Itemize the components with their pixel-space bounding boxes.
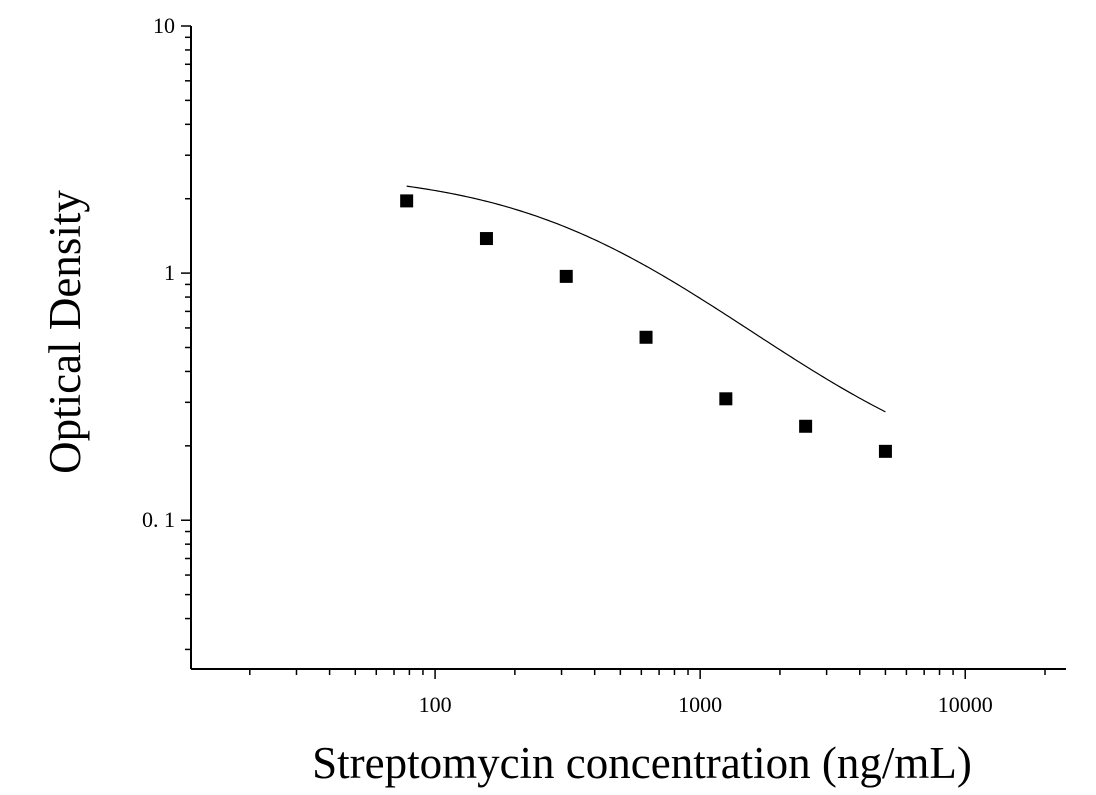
y-tick-label: 0. 1 — [142, 507, 175, 532]
x-tick-label: 1000 — [678, 692, 722, 717]
data-point — [799, 419, 813, 433]
x-axis-tick-labels: 100 1000 10000 — [419, 692, 993, 717]
x-tick-label: 10000 — [938, 692, 993, 717]
y-tick-label: 1 — [164, 260, 175, 285]
data-point — [639, 330, 653, 344]
data-points — [400, 194, 892, 458]
plot-area: 10 1 0. 1 100 1000 10000 — [142, 13, 1066, 717]
y-axis-tick-labels: 10 1 0. 1 — [142, 13, 175, 532]
x-axis-ticks — [249, 669, 1046, 679]
data-point — [719, 392, 733, 406]
data-point — [878, 444, 892, 458]
x-axis-title: Streptomycin concentration (ng/mL) — [312, 738, 972, 788]
data-point — [400, 194, 414, 208]
x-tick-label: 100 — [419, 692, 452, 717]
y-axis-ticks — [181, 25, 191, 651]
y-tick-label: 10 — [153, 13, 175, 38]
fit-curve — [406, 185, 886, 413]
y-axis-title: Optical Density — [40, 190, 90, 474]
data-point — [559, 269, 573, 283]
data-point — [479, 232, 493, 246]
